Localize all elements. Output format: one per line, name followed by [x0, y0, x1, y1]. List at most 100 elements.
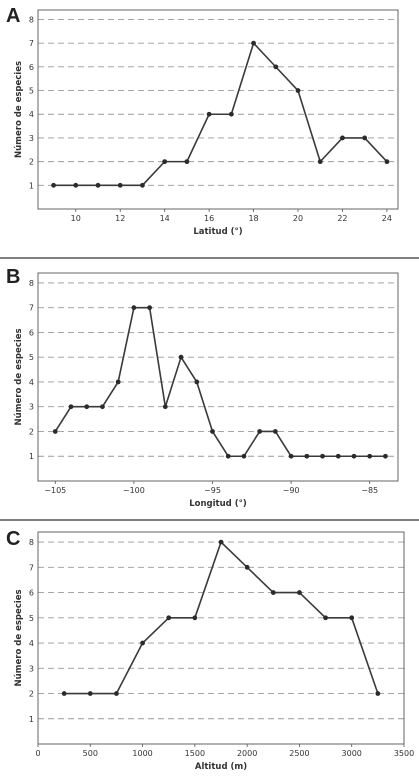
data-point — [147, 305, 153, 311]
data-point — [349, 615, 355, 621]
y-tick-label: 4 — [29, 110, 34, 119]
y-tick-label: 6 — [29, 589, 34, 598]
y-axis-label: Número de especies — [14, 328, 24, 425]
data-point — [114, 691, 119, 696]
plot-frame — [37, 272, 399, 482]
data-point — [295, 88, 301, 93]
chart-panel-b: B 1 2 3 4 5 6 7 8 −105 −100 −95 −90 −85 Longitud (°) Nú… — [0, 266, 419, 521]
data-point — [192, 615, 198, 621]
data-point — [52, 429, 58, 434]
panel-letter: B — [6, 266, 20, 288]
y-tick-label: 5 — [29, 87, 34, 96]
x-tick-label: −90 — [283, 486, 300, 495]
data-point — [270, 590, 276, 595]
x-tick-label: 20 — [293, 214, 303, 223]
x-axis-label: Altitud (m) — [195, 762, 247, 772]
data-point — [320, 453, 325, 459]
plot-frame — [37, 9, 399, 210]
y-tick-label: 2 — [29, 427, 34, 436]
y-tick-label: 7 — [29, 39, 34, 48]
data-point — [87, 691, 93, 696]
y-tick-label: 2 — [29, 690, 34, 699]
data-point — [162, 404, 168, 410]
y-tick-label: 6 — [29, 328, 34, 337]
chart-panel-c: C 1 2 3 4 5 6 7 8 0 500 1000 1500 2000 2500 3000 3500 Alt… — [6, 528, 414, 772]
x-tick-label: 3000 — [342, 749, 362, 758]
x-tick-label: 10 — [71, 214, 81, 223]
x-tick-label: 0 — [35, 749, 40, 758]
data-point — [184, 159, 190, 165]
data-point — [140, 640, 145, 646]
x-tick-label: −95 — [204, 486, 221, 495]
data-point — [375, 691, 381, 696]
x-tick-label: −100 — [123, 486, 145, 495]
data-point — [131, 305, 137, 311]
data-point — [68, 404, 74, 410]
data-point — [335, 453, 341, 459]
data-point — [383, 453, 388, 459]
data-point — [162, 159, 168, 165]
data-point — [251, 40, 256, 46]
data-point — [304, 453, 310, 459]
x-axis-label: Longitud (°) — [189, 499, 247, 509]
data-point — [117, 182, 123, 188]
data-point — [257, 429, 263, 434]
series-line — [54, 306, 386, 458]
x-tick-label: 24 — [382, 214, 392, 223]
panel-letter: C — [6, 528, 20, 550]
x-tick-label: 16 — [204, 214, 214, 223]
y-tick-label: 7 — [29, 563, 34, 572]
x-tick-label: 500 — [83, 749, 98, 758]
data-point — [367, 453, 373, 459]
x-tick-label: 1500 — [185, 749, 205, 758]
y-tick-label: 1 — [29, 452, 34, 461]
data-point — [51, 182, 56, 188]
plot-frame — [37, 531, 405, 745]
data-point — [225, 453, 231, 459]
x-tick-label: 2500 — [289, 749, 309, 758]
data-point — [100, 404, 105, 410]
x-tick-label: 2000 — [237, 749, 257, 758]
data-point — [210, 429, 215, 434]
data-point — [384, 159, 390, 165]
y-axis-label: Número de especies — [14, 61, 24, 158]
y-tick-label: 8 — [29, 279, 34, 288]
data-point — [362, 135, 368, 141]
data-point — [194, 379, 200, 385]
y-tick-label: 3 — [29, 403, 34, 412]
data-point — [218, 539, 224, 545]
data-point — [115, 379, 121, 385]
y-axis-label: Número de especies — [14, 589, 24, 686]
y-tick-label: 4 — [29, 639, 34, 648]
data-point — [323, 615, 328, 621]
y-tick-label: 1 — [29, 181, 34, 190]
y-tick-label: 3 — [29, 134, 34, 143]
x-tick-label: −85 — [361, 486, 378, 495]
x-tick-label: 3500 — [394, 749, 414, 758]
data-point — [61, 691, 67, 696]
data-point — [297, 590, 302, 595]
data-point — [272, 429, 278, 434]
y-tick-label: 6 — [29, 63, 34, 72]
data-point — [166, 615, 172, 621]
series-line — [53, 42, 388, 187]
data-point — [206, 111, 212, 117]
data-point — [140, 182, 145, 188]
data-point — [241, 453, 247, 459]
data-point — [351, 453, 357, 459]
data-point — [273, 64, 279, 70]
y-tick-label: 5 — [29, 353, 34, 362]
x-tick-label: 18 — [248, 214, 258, 223]
y-tick-label: 7 — [29, 304, 34, 313]
data-point — [178, 354, 184, 360]
data-point — [288, 453, 294, 459]
x-tick-label: 12 — [115, 214, 125, 223]
x-axis-label: Latitud (°) — [193, 227, 242, 237]
x-tick-label: −105 — [44, 486, 66, 495]
y-tick-label: 8 — [29, 15, 34, 24]
y-tick-label: 2 — [29, 158, 34, 167]
data-point — [244, 564, 250, 570]
data-point — [84, 404, 90, 410]
y-tick-label: 8 — [29, 538, 34, 547]
